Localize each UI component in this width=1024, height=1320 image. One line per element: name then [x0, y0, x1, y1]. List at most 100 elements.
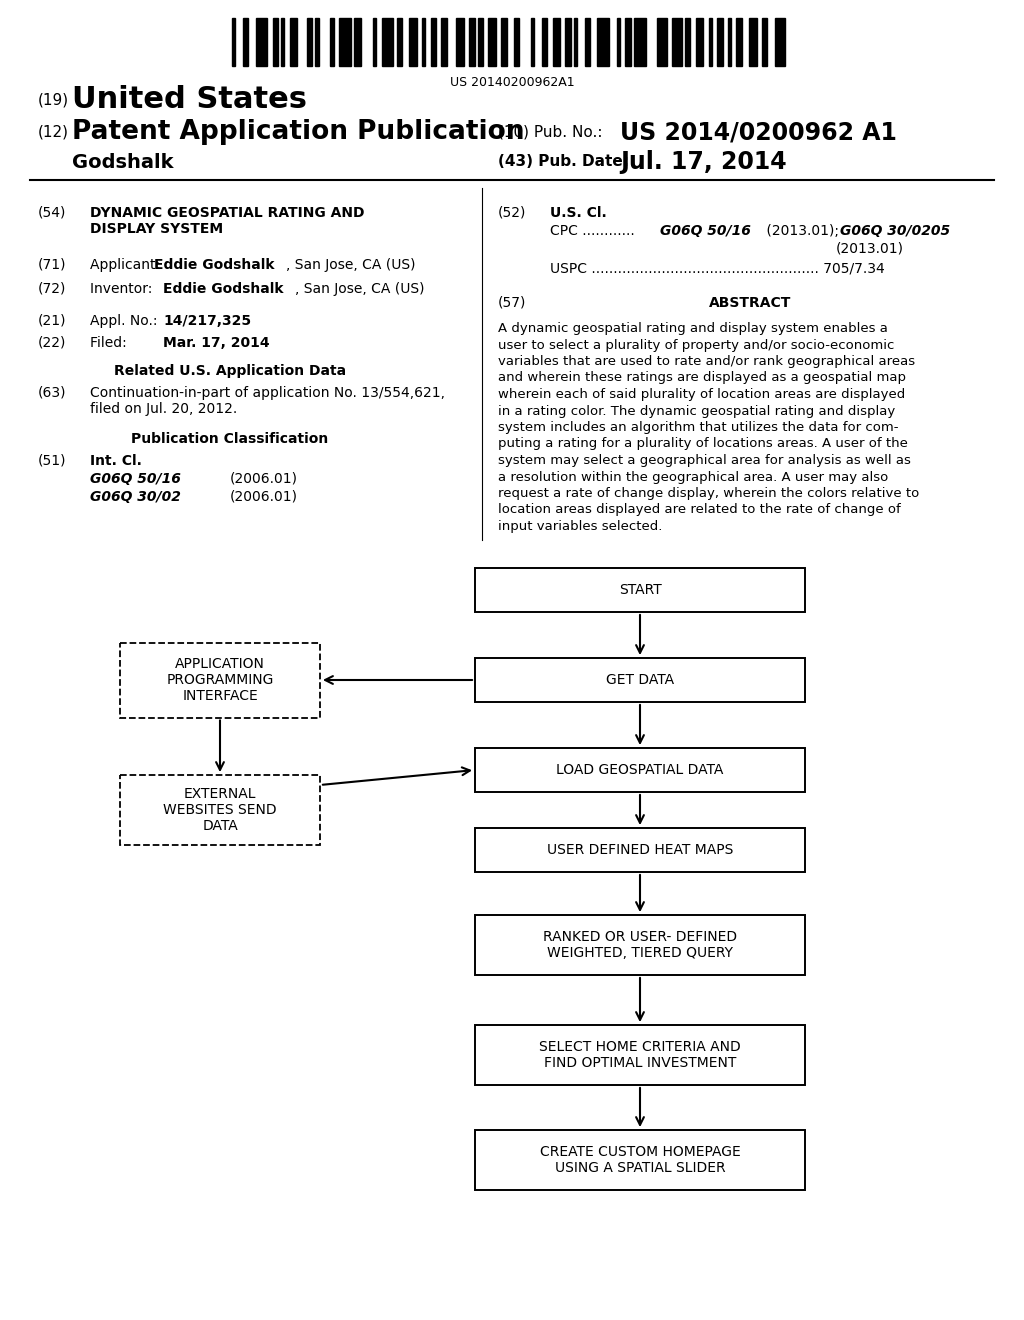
Bar: [475, 828, 805, 873]
Bar: [243, 18, 248, 66]
Bar: [553, 18, 560, 66]
Bar: [256, 18, 267, 66]
Bar: [657, 18, 667, 66]
Bar: [475, 748, 805, 792]
Bar: [673, 18, 682, 66]
Bar: [339, 18, 350, 66]
Text: G06Q 30/0205: G06Q 30/0205: [840, 224, 950, 238]
Text: EXTERNAL
WEBSITES SEND
DATA: EXTERNAL WEBSITES SEND DATA: [163, 787, 276, 833]
Bar: [422, 18, 425, 66]
Bar: [488, 18, 496, 66]
Bar: [478, 18, 483, 66]
Bar: [728, 18, 731, 66]
Text: DISPLAY SYSTEM: DISPLAY SYSTEM: [90, 222, 223, 236]
Text: request a rate of change display, wherein the colors relative to: request a rate of change display, wherei…: [498, 487, 920, 500]
Text: variables that are used to rate and/or rank geographical areas: variables that are used to rate and/or r…: [498, 355, 915, 368]
Text: Continuation-in-part of application No. 13/554,621,: Continuation-in-part of application No. …: [90, 385, 445, 400]
Bar: [232, 18, 236, 66]
Text: Inventor:: Inventor:: [90, 282, 166, 296]
Text: (43) Pub. Date:: (43) Pub. Date:: [498, 154, 629, 169]
Bar: [396, 18, 402, 66]
Text: and wherein these ratings are displayed as a geospatial map: and wherein these ratings are displayed …: [498, 371, 906, 384]
Text: (2013.01);: (2013.01);: [762, 224, 844, 238]
Bar: [762, 18, 767, 66]
Text: 14/217,325: 14/217,325: [163, 314, 251, 327]
Text: RANKED OR USER- DEFINED
WEIGHTED, TIERED QUERY: RANKED OR USER- DEFINED WEIGHTED, TIERED…: [543, 929, 737, 960]
Text: United States: United States: [72, 86, 307, 115]
Bar: [120, 775, 319, 845]
Text: U.S. Cl.: U.S. Cl.: [550, 206, 607, 220]
Text: (2006.01): (2006.01): [230, 473, 298, 486]
Bar: [282, 18, 285, 66]
Bar: [315, 18, 318, 66]
Text: Godshalk: Godshalk: [72, 153, 173, 172]
Text: Filed:: Filed:: [90, 337, 158, 350]
Bar: [120, 643, 319, 718]
Bar: [382, 18, 393, 66]
Bar: [272, 18, 278, 66]
Bar: [775, 18, 784, 66]
Text: (71): (71): [38, 257, 67, 272]
Bar: [373, 18, 376, 66]
Bar: [685, 18, 690, 66]
Text: system includes an algorithm that utilizes the data for com-: system includes an algorithm that utiliz…: [498, 421, 898, 434]
Bar: [565, 18, 570, 66]
Text: Related U.S. Application Data: Related U.S. Application Data: [114, 364, 346, 378]
Text: CPC ............: CPC ............: [550, 224, 639, 238]
Bar: [634, 18, 645, 66]
Text: input variables selected.: input variables selected.: [498, 520, 663, 533]
Text: G06Q 30/02: G06Q 30/02: [90, 490, 181, 504]
Text: Patent Application Publication: Patent Application Publication: [72, 119, 524, 145]
Text: (57): (57): [498, 296, 526, 310]
Text: (22): (22): [38, 337, 67, 350]
Bar: [469, 18, 474, 66]
Bar: [709, 18, 712, 66]
Text: (63): (63): [38, 385, 67, 400]
Text: USPC .................................................... 705/7.34: USPC ...................................…: [550, 261, 885, 276]
Text: ABSTRACT: ABSTRACT: [709, 296, 792, 310]
Bar: [585, 18, 590, 66]
Bar: [410, 18, 417, 66]
Text: (21): (21): [38, 314, 67, 327]
Text: (12): (12): [38, 124, 69, 140]
Bar: [441, 18, 446, 66]
Bar: [597, 18, 609, 66]
Text: USER DEFINED HEAT MAPS: USER DEFINED HEAT MAPS: [547, 843, 733, 857]
Text: Appl. No.:: Appl. No.:: [90, 314, 162, 327]
Bar: [717, 18, 723, 66]
Text: START: START: [618, 583, 662, 597]
Bar: [736, 18, 741, 66]
Text: location areas displayed are related to the rate of change of: location areas displayed are related to …: [498, 503, 901, 516]
Bar: [475, 915, 805, 975]
Text: Eddie Godshalk: Eddie Godshalk: [154, 257, 274, 272]
Bar: [354, 18, 361, 66]
Text: Mar. 17, 2014: Mar. 17, 2014: [163, 337, 269, 350]
Bar: [750, 18, 757, 66]
Text: system may select a geographical area for analysis as well as: system may select a geographical area fo…: [498, 454, 911, 467]
Text: (19): (19): [38, 92, 70, 107]
Bar: [475, 657, 805, 702]
Text: LOAD GEOSPATIAL DATA: LOAD GEOSPATIAL DATA: [556, 763, 724, 777]
Text: (51): (51): [38, 454, 67, 469]
Bar: [514, 18, 519, 66]
Text: , San Jose, CA (US): , San Jose, CA (US): [295, 282, 425, 296]
Bar: [616, 18, 620, 66]
Bar: [331, 18, 334, 66]
Bar: [475, 1026, 805, 1085]
Text: G06Q 50/16: G06Q 50/16: [660, 224, 751, 238]
Text: Applicant:: Applicant:: [90, 257, 165, 272]
Text: wherein each of said plurality of location areas are displayed: wherein each of said plurality of locati…: [498, 388, 905, 401]
Text: Jul. 17, 2014: Jul. 17, 2014: [620, 150, 786, 174]
Text: user to select a plurality of property and/or socio-economic: user to select a plurality of property a…: [498, 338, 894, 351]
Bar: [457, 18, 464, 66]
Text: , San Jose, CA (US): , San Jose, CA (US): [286, 257, 416, 272]
Bar: [542, 18, 547, 66]
Text: Eddie Godshalk: Eddie Godshalk: [163, 282, 284, 296]
Text: (52): (52): [498, 206, 526, 220]
Text: puting a rating for a plurality of locations areas. A user of the: puting a rating for a plurality of locat…: [498, 437, 908, 450]
Text: US 20140200962A1: US 20140200962A1: [450, 77, 574, 88]
Bar: [307, 18, 312, 66]
Text: CREATE CUSTOM HOMEPAGE
USING A SPATIAL SLIDER: CREATE CUSTOM HOMEPAGE USING A SPATIAL S…: [540, 1144, 740, 1175]
Bar: [475, 568, 805, 612]
Text: A dynamic geospatial rating and display system enables a: A dynamic geospatial rating and display …: [498, 322, 888, 335]
